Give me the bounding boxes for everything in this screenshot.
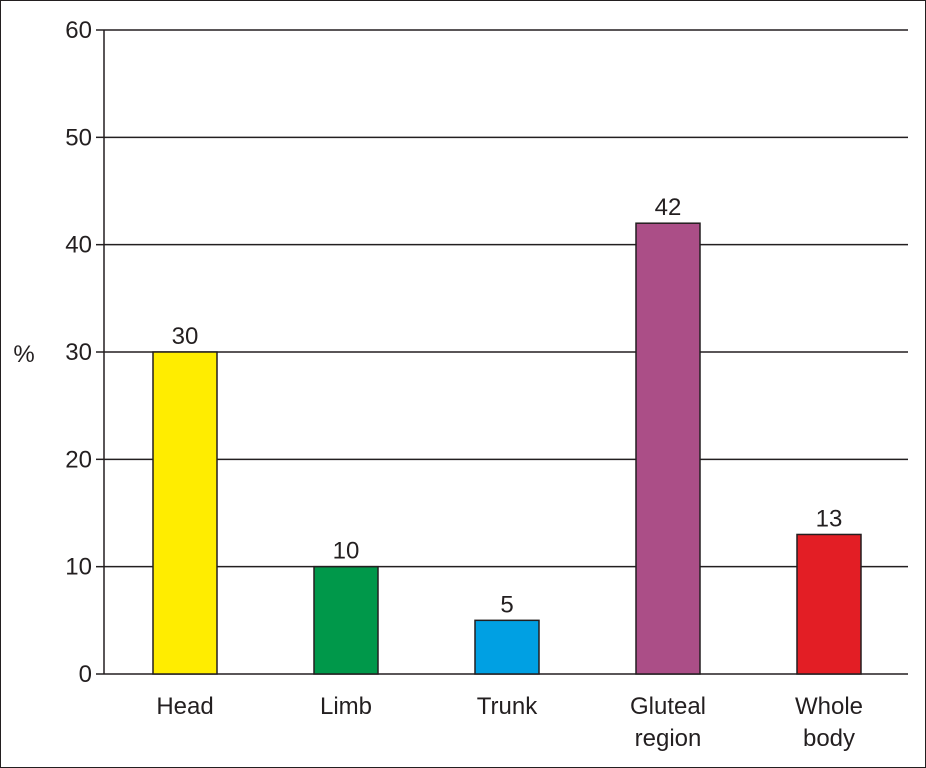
y-axis-label: % bbox=[13, 341, 34, 368]
category-label: region bbox=[635, 725, 702, 752]
bars bbox=[152, 222, 862, 675]
bar bbox=[474, 619, 540, 675]
category-label: Gluteal bbox=[630, 693, 706, 720]
category-label: Whole bbox=[795, 693, 863, 720]
y-tick-labels: 0 10 20 30 40 50 60 bbox=[65, 17, 92, 688]
value-label: 30 bbox=[172, 323, 199, 350]
value-label: 13 bbox=[816, 505, 843, 532]
category-label: Head bbox=[156, 693, 213, 720]
y-tick-label: 40 bbox=[65, 232, 92, 259]
value-label: 5 bbox=[500, 591, 513, 618]
bar bbox=[313, 565, 379, 675]
y-tick-label: 60 bbox=[65, 17, 92, 44]
value-labels: 30 10 5 42 13 bbox=[172, 194, 843, 618]
category-label: Trunk bbox=[477, 693, 538, 720]
y-tick-label: 0 bbox=[79, 661, 92, 688]
bar bbox=[152, 351, 218, 675]
category-label: body bbox=[803, 725, 855, 752]
y-tick-label: 10 bbox=[65, 554, 92, 581]
y-tick-label: 50 bbox=[65, 124, 92, 151]
y-tick-label: 30 bbox=[65, 339, 92, 366]
y-tick-label: 20 bbox=[65, 446, 92, 473]
category-labels: Head Limb Trunk Gluteal region Whole body bbox=[156, 693, 863, 752]
category-label: Limb bbox=[320, 693, 372, 720]
bar bbox=[796, 533, 862, 675]
value-label: 42 bbox=[655, 194, 682, 221]
bar bbox=[635, 222, 701, 675]
gridlines bbox=[96, 29, 908, 675]
value-label: 10 bbox=[333, 538, 360, 565]
